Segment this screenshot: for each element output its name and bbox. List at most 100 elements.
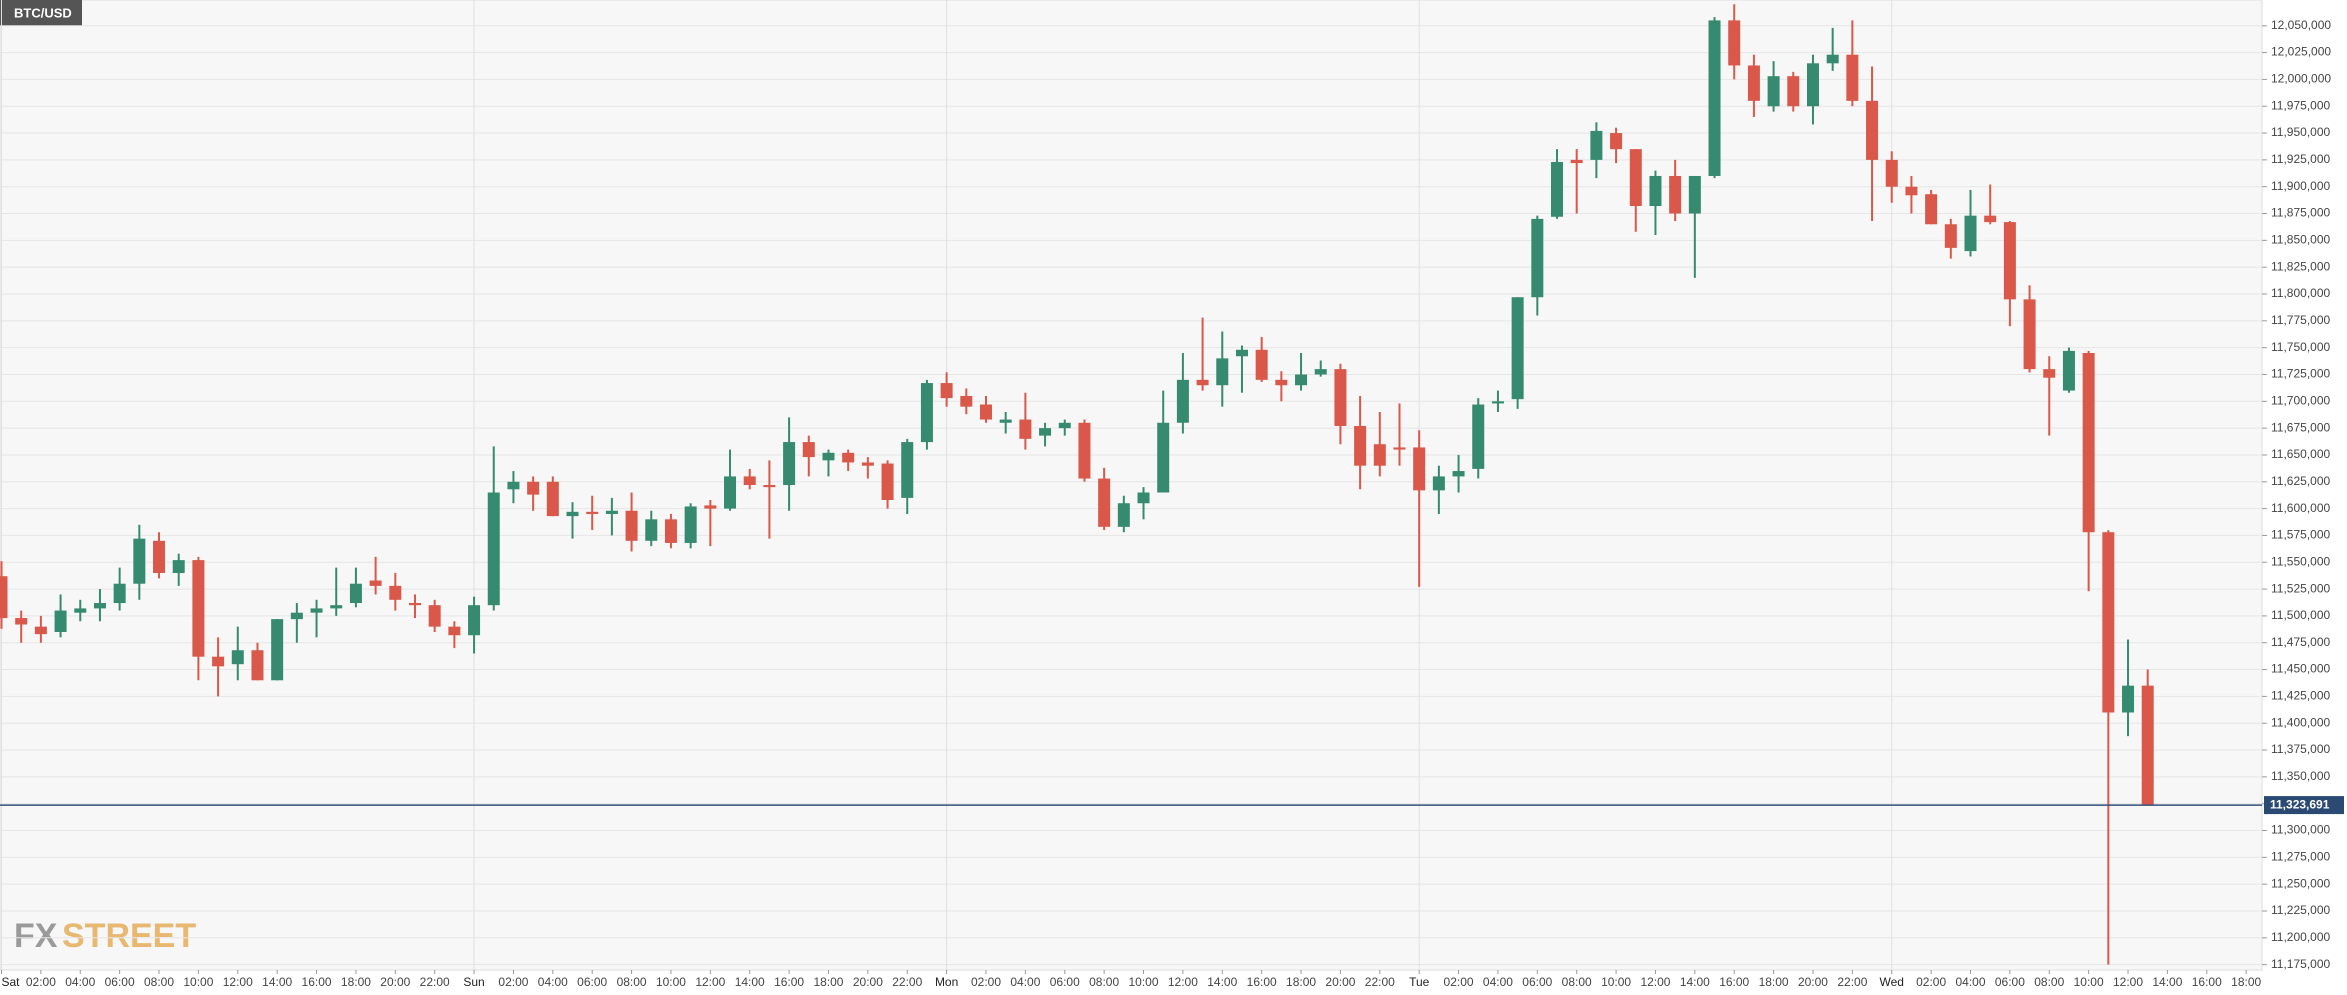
x-tick-label: 12:00 — [223, 975, 253, 989]
x-tick-label: Tue — [1409, 975, 1430, 989]
candle-body — [1866, 100, 1879, 160]
x-tick-label: 18:00 — [341, 975, 371, 989]
x-tick-label: 10:00 — [183, 975, 213, 989]
y-tick-label: 11,175,000 — [2271, 957, 2330, 971]
x-tick-label: 02:00 — [971, 975, 1001, 989]
candle-body — [999, 419, 1012, 423]
candle-body — [861, 462, 874, 466]
candle-body — [1275, 379, 1288, 386]
y-tick-label: 11,275,000 — [2271, 850, 2330, 864]
y-tick-label: 11,875,000 — [2271, 206, 2330, 220]
x-tick-label: 20:00 — [1798, 975, 1828, 989]
candle-body — [1255, 349, 1268, 380]
candle-body — [1688, 175, 1701, 214]
candle-body — [546, 481, 559, 517]
y-tick-label: 11,850,000 — [2271, 233, 2330, 247]
x-tick-label: 12:00 — [695, 975, 725, 989]
candle-body — [605, 510, 618, 514]
candle-body — [2003, 222, 2016, 300]
y-tick-label: 11,425,000 — [2271, 689, 2330, 703]
candle-body — [1590, 130, 1603, 160]
candle-body — [881, 463, 894, 501]
candle-body — [1176, 379, 1189, 423]
y-tick-label: 11,575,000 — [2271, 528, 2330, 542]
candle-body — [1196, 379, 1209, 386]
x-tick-label: 16:00 — [774, 975, 804, 989]
candle-body — [2102, 532, 2115, 713]
y-tick-label: 11,600,000 — [2271, 501, 2330, 515]
x-tick-label: 10:00 — [1129, 975, 1159, 989]
candle-body — [1846, 54, 1859, 101]
candle-body — [153, 540, 166, 573]
candle-body — [1570, 159, 1583, 164]
candle-body — [1669, 175, 1682, 214]
x-tick-label: 22:00 — [1837, 975, 1867, 989]
x-tick-label: 02:00 — [1444, 975, 1474, 989]
x-tick-label: 04:00 — [1010, 975, 1040, 989]
candle-body — [310, 608, 323, 613]
y-tick-label: 11,625,000 — [2271, 474, 2330, 488]
candle-body — [0, 576, 8, 619]
x-tick-label: 18:00 — [1759, 975, 1789, 989]
candle-body — [1235, 349, 1248, 357]
candle-body — [1019, 419, 1032, 439]
x-tick-label: 10:00 — [1601, 975, 1631, 989]
candle-body — [763, 485, 776, 488]
candle-body — [527, 481, 540, 495]
candle-body — [1885, 159, 1898, 187]
candle-body — [1708, 20, 1721, 176]
y-tick-label: 12,050,000 — [2271, 18, 2331, 32]
candle-body — [389, 585, 402, 600]
x-tick-label: 10:00 — [656, 975, 686, 989]
x-tick-label: 14:00 — [735, 975, 765, 989]
y-tick-label: 11,775,000 — [2271, 313, 2330, 327]
candle-body — [1137, 492, 1150, 504]
y-tick-label: 11,400,000 — [2271, 715, 2330, 729]
y-tick-label: 11,650,000 — [2271, 447, 2330, 461]
x-tick-label: 12:00 — [2113, 975, 2143, 989]
x-tick-label: 12:00 — [1640, 975, 1670, 989]
y-tick-label: 11,725,000 — [2271, 367, 2330, 381]
x-tick-label: 06:00 — [1995, 975, 2025, 989]
candle-body — [1216, 358, 1229, 386]
candle-body — [231, 650, 244, 665]
candle-body — [704, 505, 717, 509]
x-tick-label: 16:00 — [2192, 975, 2222, 989]
candle-body — [1787, 76, 1800, 107]
x-tick-label: 20:00 — [1325, 975, 1355, 989]
y-tick-label: 11,350,000 — [2271, 769, 2330, 783]
x-tick-label: 08:00 — [617, 975, 647, 989]
current-price-badge — [2264, 796, 2344, 815]
x-tick-label: 06:00 — [577, 975, 607, 989]
candle-body — [566, 511, 579, 517]
x-tick-label: 10:00 — [2074, 975, 2104, 989]
x-tick-label: 16:00 — [1247, 975, 1277, 989]
candle-body — [2043, 369, 2056, 378]
candle-body — [1413, 447, 1426, 491]
candle-body — [1905, 186, 1918, 196]
x-tick-label: 18:00 — [813, 975, 843, 989]
candle-body — [2082, 353, 2095, 533]
x-tick-label: 18:00 — [2231, 975, 2261, 989]
candle-body — [2141, 685, 2154, 806]
candle-body — [1767, 76, 1780, 107]
current-price-label: 11,323,691 — [2270, 797, 2330, 811]
x-tick-label: Sat — [1, 975, 20, 989]
x-tick-label: 16:00 — [1719, 975, 1749, 989]
candle-body — [1452, 471, 1465, 477]
candle-body — [822, 452, 835, 461]
candle-body — [1649, 175, 1662, 207]
candle-body — [408, 603, 421, 606]
x-tick-label: 12:00 — [1168, 975, 1198, 989]
y-tick-label: 11,300,000 — [2271, 823, 2330, 837]
x-tick-label: 02:00 — [498, 975, 528, 989]
y-tick-label: 11,450,000 — [2271, 662, 2330, 676]
candle-body — [920, 383, 933, 443]
y-tick-label: 11,900,000 — [2271, 179, 2330, 193]
y-tick-label: 11,500,000 — [2271, 608, 2330, 622]
candle-body — [1098, 478, 1111, 527]
candle-body — [93, 603, 106, 609]
candle-body — [2122, 685, 2135, 713]
candle-body — [369, 580, 382, 586]
x-tick-label: 18:00 — [1286, 975, 1316, 989]
